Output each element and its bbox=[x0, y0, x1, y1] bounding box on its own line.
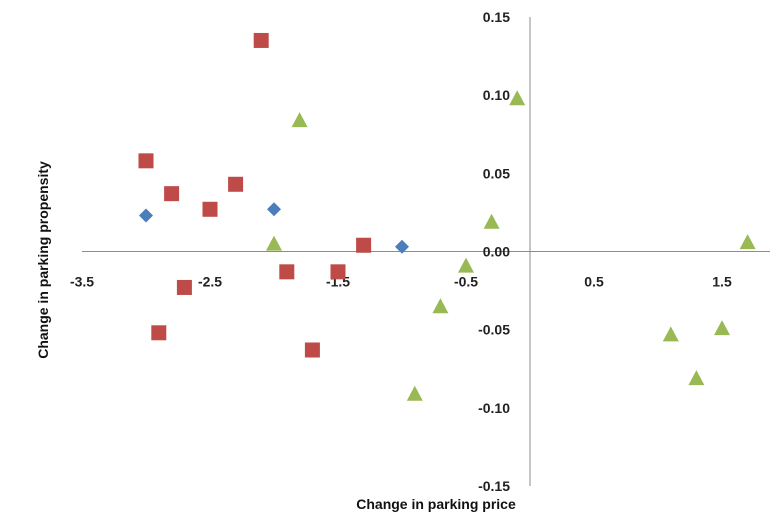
square-point bbox=[176, 279, 192, 295]
square-point bbox=[228, 176, 244, 192]
y-tick-label: 0.05 bbox=[483, 165, 510, 181]
triangle-point bbox=[509, 90, 526, 106]
y-tick-label: 0.15 bbox=[483, 9, 510, 25]
square-point bbox=[253, 32, 269, 48]
triangle-point bbox=[266, 235, 282, 251]
square-point bbox=[356, 237, 372, 253]
y-axis-title: Change in parking propensity bbox=[35, 161, 51, 359]
diamond-point bbox=[139, 208, 153, 223]
x-tick-label: 0.5 bbox=[584, 274, 604, 290]
diamond-point bbox=[267, 202, 281, 217]
y-tick-label: 0.10 bbox=[483, 87, 510, 103]
triangle-point bbox=[483, 213, 500, 229]
square-point bbox=[304, 342, 320, 358]
x-tick-label: -3.5 bbox=[70, 274, 94, 290]
triangle-point bbox=[714, 320, 730, 336]
triangle-point bbox=[458, 257, 474, 273]
square-point bbox=[151, 325, 167, 341]
y-tick-label: -0.15 bbox=[478, 478, 510, 494]
diamond-point bbox=[395, 239, 409, 254]
square-point bbox=[138, 153, 154, 169]
data-points bbox=[138, 32, 756, 401]
y-tick-label: 0.00 bbox=[483, 244, 510, 260]
square-point bbox=[279, 264, 295, 280]
x-tick-label: -2.5 bbox=[198, 274, 222, 290]
y-tick-label: -0.10 bbox=[478, 400, 510, 416]
triangle-point bbox=[662, 326, 679, 342]
triangle-point bbox=[688, 370, 705, 386]
triangle-point bbox=[291, 112, 308, 128]
square-point bbox=[164, 186, 180, 202]
y-tick-labels: 0.15 0.10 0.05 0.00 -0.05 -0.10 -0.15 bbox=[478, 9, 510, 494]
square-point bbox=[202, 201, 218, 217]
x-tick-label: 1.5 bbox=[712, 274, 732, 290]
x-tick-label: -0.5 bbox=[454, 274, 478, 290]
triangle-point bbox=[432, 298, 449, 314]
triangle-point bbox=[406, 385, 423, 401]
x-tick-labels: -3.5 -2.5 -1.5 -0.5 0.5 1.5 bbox=[70, 274, 732, 290]
x-axis-title: Change in parking price bbox=[356, 496, 516, 512]
square-point bbox=[330, 264, 346, 280]
y-tick-label: -0.05 bbox=[478, 322, 510, 338]
triangle-point bbox=[739, 234, 756, 250]
